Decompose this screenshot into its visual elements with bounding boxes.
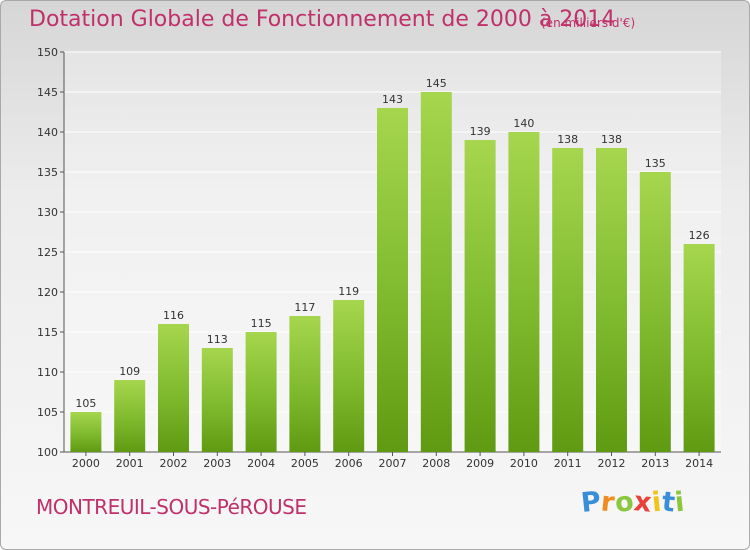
proxiti-logo: Proxiti — [579, 486, 687, 519]
x-tick-label: 2007 — [379, 457, 407, 470]
bar — [508, 132, 540, 452]
data-label: 117 — [294, 301, 315, 314]
data-label: 135 — [645, 157, 666, 170]
bar — [158, 324, 189, 452]
y-tick-label: 120 — [37, 286, 58, 299]
y-tick-label: 130 — [37, 206, 58, 219]
y-tick-label: 115 — [37, 326, 58, 339]
x-tick-label: 2012 — [598, 457, 626, 470]
x-tick-label: 2013 — [641, 457, 669, 470]
y-tick-label: 145 — [37, 86, 58, 99]
x-tick-label: 2006 — [335, 457, 363, 470]
data-label: 140 — [513, 117, 534, 130]
data-label: 116 — [163, 309, 184, 322]
x-tick-label: 2000 — [72, 457, 100, 470]
bar — [377, 108, 408, 452]
bar — [114, 380, 146, 452]
x-tick-label: 2014 — [685, 457, 713, 470]
bar — [333, 300, 365, 452]
x-tick-label: 2009 — [466, 457, 494, 470]
data-label: 126 — [689, 229, 710, 242]
x-tick-label: 2011 — [554, 457, 582, 470]
data-label: 139 — [470, 125, 491, 138]
y-tick-label: 135 — [37, 166, 58, 179]
bar — [70, 412, 102, 452]
chart-subtitle: (en milliers d'€) — [541, 16, 636, 30]
data-label: 138 — [601, 133, 622, 146]
x-tick-label: 2003 — [203, 457, 231, 470]
y-tick-label: 140 — [37, 126, 58, 139]
town-name: MONTREUIL-SOUS-PéROUSE — [36, 495, 307, 519]
bar — [420, 92, 452, 452]
x-tick-label: 2004 — [247, 457, 275, 470]
y-tick-label: 110 — [37, 366, 58, 379]
x-tick-label: 2002 — [160, 457, 188, 470]
bar — [683, 244, 715, 452]
bar — [596, 148, 627, 452]
y-tick-label: 105 — [37, 406, 58, 419]
data-label: 143 — [382, 93, 403, 106]
y-tick-label: 150 — [37, 46, 58, 59]
logo-letter: i — [673, 486, 687, 519]
data-label: 145 — [426, 77, 447, 90]
bar — [464, 140, 496, 452]
data-label: 138 — [557, 133, 578, 146]
x-tick-label: 2005 — [291, 457, 319, 470]
bar — [552, 148, 584, 452]
data-label: 105 — [75, 397, 96, 410]
bar — [201, 348, 233, 452]
y-tick-label: 100 — [37, 446, 58, 459]
x-tick-label: 2010 — [510, 457, 538, 470]
data-label: 109 — [119, 365, 140, 378]
y-tick-label: 125 — [37, 246, 58, 259]
x-tick-label: 2001 — [116, 457, 144, 470]
data-label: 119 — [338, 285, 359, 298]
data-label: 113 — [207, 333, 228, 346]
bar — [245, 332, 277, 452]
data-label: 115 — [251, 317, 272, 330]
bar — [639, 172, 671, 452]
bar — [289, 316, 321, 452]
chart-title: Dotation Globale de Fonctionnement de 20… — [29, 7, 616, 32]
x-tick-label: 2008 — [422, 457, 450, 470]
